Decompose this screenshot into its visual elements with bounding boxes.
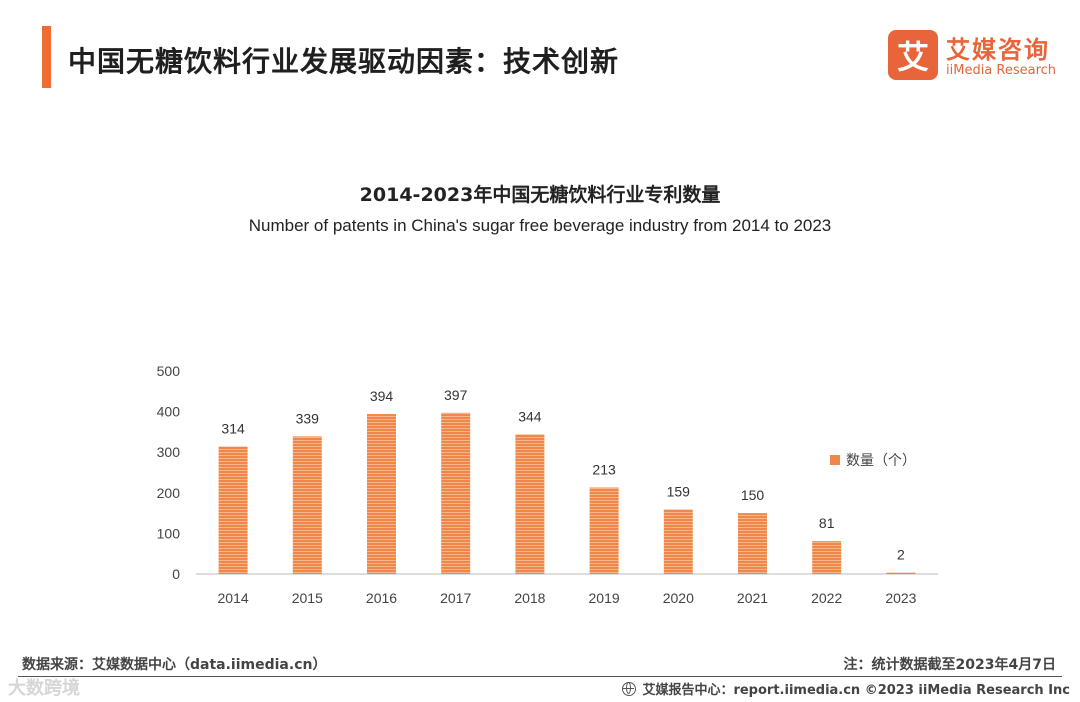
data-label: 397	[444, 387, 468, 403]
footer-report-text: 艾媒报告中心：report.iimedia.cn ©2023 iiMedia R…	[642, 683, 1070, 698]
iimedia-logo: 艾 艾媒咨询 iiMedia Research	[888, 30, 1068, 82]
x-tick-label: 2022	[811, 590, 842, 606]
data-label: 81	[819, 515, 835, 531]
bar	[218, 446, 248, 574]
page-title: 中国无糖饮料行业发展驱动因素：技术创新	[68, 45, 620, 78]
legend-swatch	[830, 455, 840, 465]
y-tick-label: 300	[157, 444, 181, 460]
data-label: 339	[296, 410, 320, 426]
footer-report-center: 艾媒报告中心：report.iimedia.cn ©2023 iiMedia R…	[622, 679, 1070, 698]
data-label: 159	[667, 483, 691, 499]
x-tick-label: 2020	[663, 590, 694, 606]
data-label: 213	[592, 462, 616, 478]
y-tick-label: 100	[157, 525, 181, 541]
data-note: 注：统计数据截至2023年4月7日	[843, 657, 1056, 673]
bar	[812, 541, 842, 574]
y-tick-label: 400	[157, 404, 181, 420]
x-tick-label: 2019	[589, 590, 620, 606]
legend-label: 数量（个）	[846, 453, 916, 469]
x-tick-label: 2017	[440, 590, 471, 606]
bar	[441, 412, 471, 574]
bar	[738, 513, 767, 574]
data-label: 314	[221, 421, 245, 437]
x-tick-label: 2014	[218, 590, 249, 606]
title-accent-bar	[42, 26, 51, 88]
bar	[292, 436, 322, 574]
chart-title: 2014-2023年中国无糖饮料行业专利数量	[359, 184, 721, 206]
bar	[367, 414, 396, 574]
footer-divider	[18, 676, 1062, 677]
bar	[886, 572, 916, 574]
chart-subtitle: Number of patents in China's sugar free …	[248, 216, 832, 235]
x-tick-label: 2016	[366, 590, 397, 606]
y-tick-label: 500	[157, 363, 181, 379]
chart-legend: 数量（个）	[830, 450, 916, 470]
data-label: 394	[370, 388, 394, 404]
x-tick-label: 2023	[885, 590, 916, 606]
y-tick-label: 0	[172, 566, 180, 582]
logo-name-cn: 艾媒咨询	[946, 36, 1050, 64]
logo-name-en: iiMedia Research	[946, 63, 1057, 78]
data-source: 数据来源：艾媒数据中心（data.iimedia.cn）	[22, 657, 327, 673]
globe-icon	[622, 681, 637, 696]
x-tick-label: 2018	[514, 590, 545, 606]
data-label: 150	[741, 487, 765, 503]
bar	[515, 434, 545, 574]
bar	[663, 509, 693, 574]
bar	[589, 487, 619, 574]
x-tick-label: 2021	[737, 590, 768, 606]
logo-mark-icon: 艾	[888, 30, 938, 80]
y-tick-label: 200	[157, 485, 181, 501]
data-label: 344	[518, 408, 542, 424]
watermark: 大数跨境	[8, 678, 80, 699]
data-label: 2	[897, 547, 905, 563]
x-tick-label: 2015	[292, 590, 323, 606]
